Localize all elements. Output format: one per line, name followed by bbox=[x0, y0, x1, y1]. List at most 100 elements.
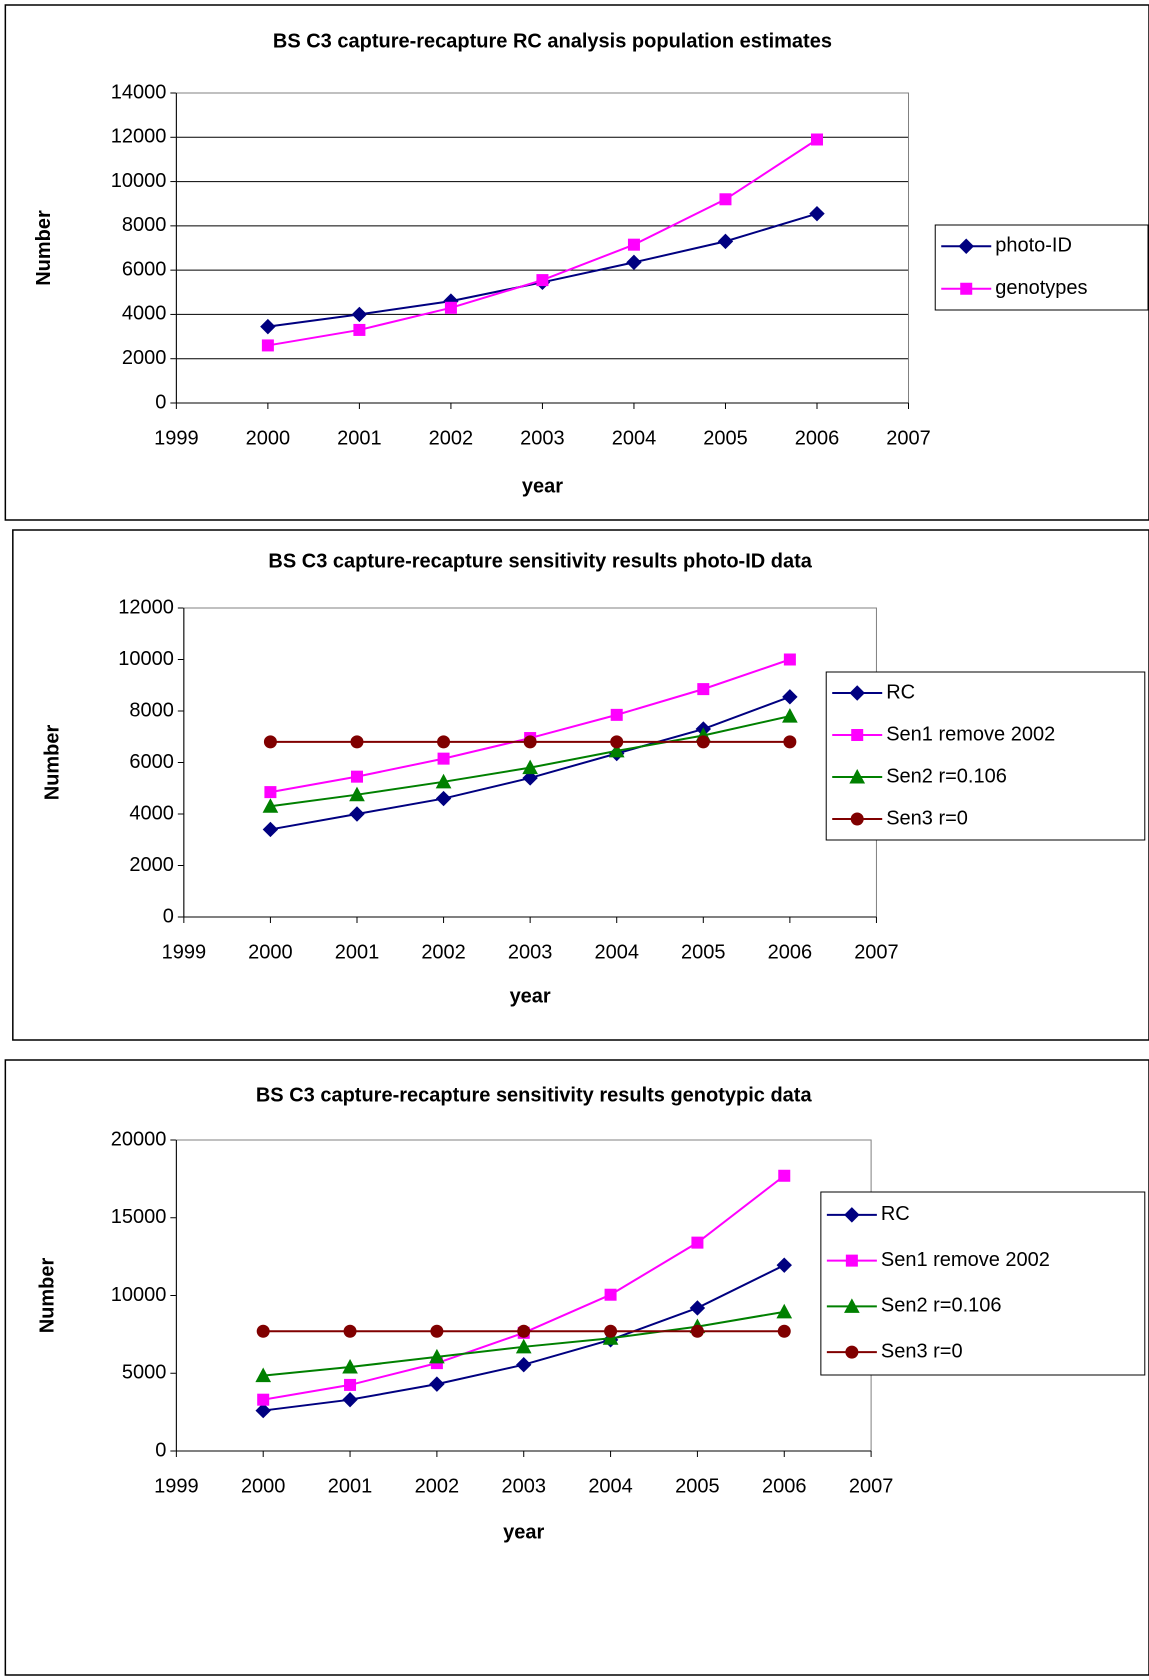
marker bbox=[430, 1324, 444, 1338]
marker bbox=[263, 735, 277, 749]
legend-label: RC bbox=[881, 1203, 910, 1225]
marker bbox=[522, 759, 538, 775]
marker bbox=[960, 282, 973, 295]
marker bbox=[517, 1324, 531, 1338]
y-tick-label: 10000 bbox=[111, 170, 167, 192]
y-tick-label: 0 bbox=[155, 391, 166, 413]
marker bbox=[851, 729, 864, 741]
x-tick-label: 2000 bbox=[246, 427, 291, 449]
marker bbox=[342, 1391, 358, 1408]
y-tick-label: 15000 bbox=[111, 1206, 167, 1228]
x-tick-label: 2005 bbox=[703, 427, 748, 449]
y-tick-label: 6000 bbox=[122, 258, 167, 280]
marker bbox=[523, 735, 537, 749]
marker bbox=[849, 685, 865, 701]
marker bbox=[344, 1378, 357, 1391]
x-tick-label: 2004 bbox=[594, 941, 639, 963]
marker bbox=[776, 1303, 793, 1319]
x-tick-label: 1999 bbox=[162, 941, 207, 963]
marker bbox=[255, 1367, 272, 1383]
marker bbox=[627, 238, 640, 251]
marker bbox=[719, 193, 732, 206]
marker bbox=[435, 790, 452, 807]
marker bbox=[777, 1324, 791, 1338]
x-tick-label: 2001 bbox=[337, 427, 382, 449]
marker bbox=[697, 683, 710, 696]
y-tick-label: 14000 bbox=[111, 81, 167, 103]
chart-title: BS C3 capture-recapture sensitivity resu… bbox=[268, 550, 812, 572]
marker bbox=[608, 742, 625, 758]
x-tick-label: 2007 bbox=[854, 941, 899, 963]
marker bbox=[958, 238, 974, 254]
x-tick-label: 2001 bbox=[328, 1475, 373, 1497]
marker bbox=[262, 798, 279, 813]
legend-label: Sen2 r=0.106 bbox=[886, 765, 1007, 787]
chart-title: BS C3 capture-recapture RC analysis popu… bbox=[273, 30, 832, 52]
marker bbox=[437, 752, 450, 765]
marker bbox=[783, 735, 797, 749]
marker bbox=[810, 133, 823, 146]
marker bbox=[610, 708, 623, 721]
marker bbox=[845, 1345, 859, 1359]
marker bbox=[349, 786, 365, 802]
marker bbox=[845, 1254, 858, 1267]
marker bbox=[604, 1288, 617, 1301]
x-tick-label: 2000 bbox=[248, 941, 293, 963]
marker bbox=[255, 1402, 271, 1419]
legend-label: genotypes bbox=[995, 277, 1087, 299]
x-tick-label: 2005 bbox=[681, 941, 726, 963]
marker bbox=[691, 1236, 704, 1249]
x-axis-label: year bbox=[503, 1521, 544, 1543]
x-tick-label: 1999 bbox=[154, 1475, 199, 1497]
y-tick-label: 0 bbox=[163, 905, 174, 927]
x-tick-label: 1999 bbox=[154, 427, 199, 449]
marker bbox=[343, 1324, 357, 1338]
marker bbox=[536, 274, 549, 287]
marker bbox=[435, 773, 452, 789]
marker bbox=[349, 806, 365, 822]
marker bbox=[444, 301, 457, 314]
x-axis-label: year bbox=[510, 985, 551, 1007]
marker bbox=[257, 1393, 270, 1406]
x-tick-label: 2003 bbox=[520, 427, 565, 449]
marker bbox=[351, 306, 368, 323]
marker bbox=[260, 318, 276, 335]
x-tick-label: 2000 bbox=[241, 1475, 286, 1497]
marker bbox=[516, 1356, 532, 1373]
y-tick-label: 12000 bbox=[118, 596, 174, 618]
x-tick-label: 2004 bbox=[588, 1475, 633, 1497]
y-axis-label: Number bbox=[33, 210, 55, 286]
marker bbox=[778, 1169, 791, 1182]
y-tick-label: 6000 bbox=[129, 751, 174, 773]
marker bbox=[353, 323, 366, 336]
x-tick-label: 2005 bbox=[675, 1475, 720, 1497]
y-tick-label: 10000 bbox=[118, 648, 174, 670]
marker bbox=[717, 233, 734, 250]
y-tick-label: 8000 bbox=[122, 214, 167, 236]
marker bbox=[350, 735, 364, 749]
x-tick-label: 2006 bbox=[768, 941, 813, 963]
x-tick-label: 2004 bbox=[612, 427, 657, 449]
marker bbox=[522, 770, 538, 786]
legend-label: RC bbox=[886, 681, 915, 703]
marker bbox=[342, 1358, 358, 1374]
x-tick-label: 2006 bbox=[762, 1475, 807, 1497]
x-tick-label: 2007 bbox=[886, 427, 931, 449]
marker bbox=[437, 735, 451, 749]
y-axis-label: Number bbox=[42, 725, 64, 801]
marker bbox=[350, 770, 363, 783]
marker bbox=[783, 653, 796, 666]
marker bbox=[809, 205, 825, 222]
legend bbox=[934, 224, 1149, 311]
marker bbox=[850, 812, 864, 826]
y-tick-label: 8000 bbox=[129, 699, 174, 721]
x-tick-label: 2002 bbox=[415, 1475, 460, 1497]
y-tick-label: 2000 bbox=[122, 347, 167, 369]
marker bbox=[610, 735, 624, 749]
y-tick-label: 20000 bbox=[111, 1128, 167, 1150]
x-tick-label: 2002 bbox=[429, 427, 474, 449]
marker bbox=[849, 768, 866, 784]
x-tick-label: 2001 bbox=[335, 941, 380, 963]
x-tick-label: 2002 bbox=[421, 941, 466, 963]
